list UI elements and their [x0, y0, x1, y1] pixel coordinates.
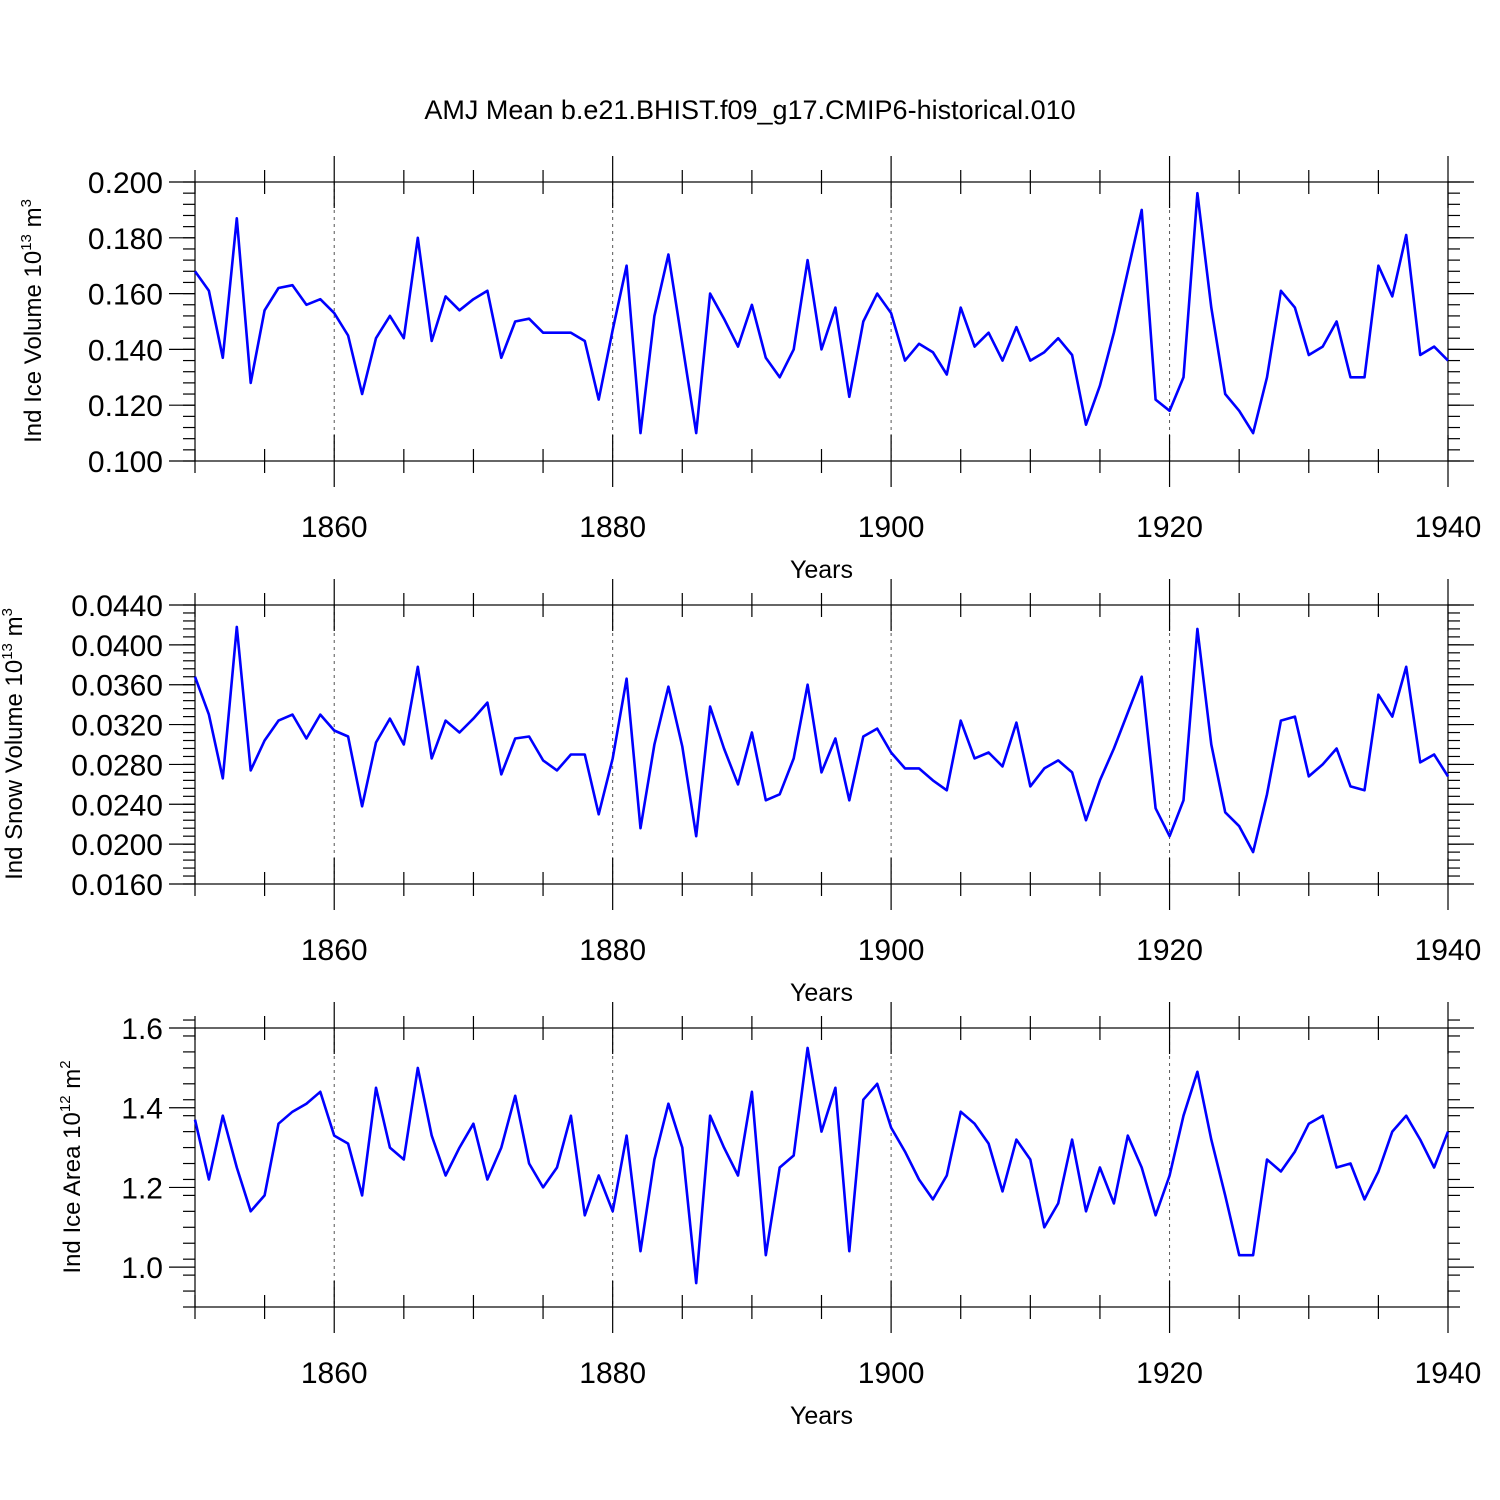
y-tick-label: 1.6	[121, 1013, 163, 1046]
x-tick-label-1900: 1900	[858, 934, 925, 967]
x-tick-label-1920: 1920	[1136, 934, 1203, 967]
x-tick-label-1860: 1860	[301, 511, 368, 544]
x-tick-label-1880: 1880	[579, 934, 646, 967]
x-axis-label: Years	[790, 979, 853, 1007]
y-axis-label: Ind Ice Area 1012 m2	[57, 1060, 86, 1273]
x-tick-label-1940: 1940	[1415, 511, 1482, 544]
panels-layer: 1860 1880 1900 1920 1940 Years 0.100 0.120 0.140…	[0, 156, 1481, 1430]
x-tick-label-1920: 1920	[1136, 511, 1203, 544]
panel-ice-area: 1860 1880 1900 1920 1940 Years 1.0 1.2 1.4 1.6 Ind…	[57, 1002, 1481, 1430]
y-tick-label: 0.0240	[71, 789, 163, 822]
x-tick-label-1940: 1940	[1415, 934, 1482, 967]
series-line-snow-volume	[193, 625, 1450, 854]
x-tick-label-1920: 1920	[1136, 1357, 1203, 1390]
y-tick-label: 1.2	[121, 1172, 163, 1205]
y-tick-label: 0.0440	[71, 590, 163, 623]
x-tick-label-1880: 1880	[579, 1357, 646, 1390]
y-tick-label: 0.0320	[71, 710, 163, 743]
y-tick-label: 1.4	[121, 1093, 163, 1126]
y-tick-label: 0.140	[88, 334, 163, 367]
y-tick-label: 0.0160	[71, 869, 163, 902]
panel-ice-volume: 1860 1880 1900 1920 1940 Years 0.100 0.120 0.140…	[18, 156, 1481, 584]
x-tick-label-1860: 1860	[301, 934, 368, 967]
x-tick-label-1940: 1940	[1415, 1357, 1482, 1390]
plot-frame	[194, 1027, 1449, 1308]
x-axis-label: Years	[790, 1402, 853, 1430]
chart-title: AMJ Mean b.e21.BHIST.f09_g17.CMIP6-histo…	[424, 95, 1075, 125]
y-axis-label: Ind Snow Volume 1013 m3	[0, 608, 28, 880]
plot-frame	[194, 604, 1449, 885]
x-tick-label-1900: 1900	[858, 511, 925, 544]
x-axis-label: Years	[790, 556, 853, 584]
x-tick-label-1860: 1860	[301, 1357, 368, 1390]
y-tick-label: 0.0400	[71, 630, 163, 663]
plot-frame	[194, 181, 1449, 462]
y-tick-label: 0.100	[88, 446, 163, 479]
x-tick-label-1880: 1880	[579, 511, 646, 544]
y-tick-label: 0.200	[88, 167, 163, 200]
y-tick-label: 0.0360	[71, 670, 163, 703]
panel-snow-volume: 1860 1880 1900 1920 1940 Years 0.0160 0.0200 0.0…	[0, 579, 1481, 1007]
y-tick-label: 0.160	[88, 279, 163, 312]
y-tick-label: 0.180	[88, 223, 163, 256]
series-line-ice-area	[193, 1046, 1450, 1285]
x-tick-label-1900: 1900	[858, 1357, 925, 1390]
y-tick-label: 1.0	[121, 1252, 163, 1285]
series-line-ice-volume	[193, 191, 1449, 435]
y-tick-label: 0.0200	[71, 829, 163, 862]
y-axis-label: Ind Ice Volume 1013 m3	[18, 199, 47, 443]
y-tick-label: 0.120	[88, 390, 163, 423]
y-tick-label: 0.0280	[71, 749, 163, 782]
